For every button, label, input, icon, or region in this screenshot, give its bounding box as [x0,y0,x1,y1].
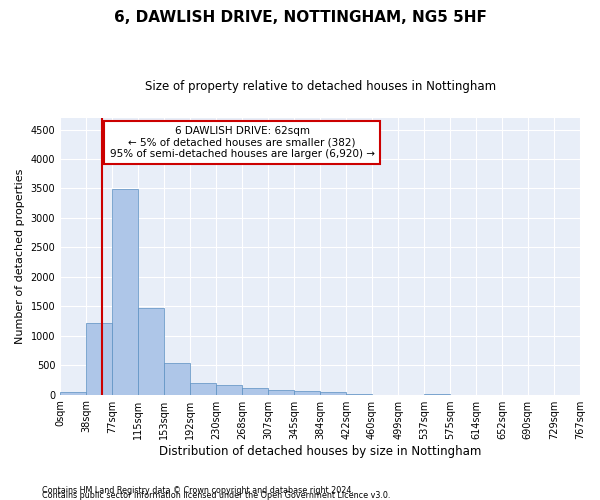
Y-axis label: Number of detached properties: Number of detached properties [15,168,25,344]
Bar [138,308,164,394]
Bar [112,189,138,394]
Bar [190,383,216,394]
Text: 6 DAWLISH DRIVE: 62sqm
← 5% of detached houses are smaller (382)
95% of semi-det: 6 DAWLISH DRIVE: 62sqm ← 5% of detached … [110,126,374,160]
Title: Size of property relative to detached houses in Nottingham: Size of property relative to detached ho… [145,80,496,93]
Bar [294,391,320,394]
Bar [60,392,86,394]
Bar [242,388,268,394]
Bar [216,385,242,394]
Bar [86,322,112,394]
Text: 6, DAWLISH DRIVE, NOTTINGHAM, NG5 5HF: 6, DAWLISH DRIVE, NOTTINGHAM, NG5 5HF [113,10,487,25]
Bar [320,392,346,394]
Bar [164,363,190,394]
X-axis label: Distribution of detached houses by size in Nottingham: Distribution of detached houses by size … [159,444,481,458]
Bar [268,390,294,394]
Text: Contains public sector information licensed under the Open Government Licence v3: Contains public sector information licen… [42,491,391,500]
Text: Contains HM Land Registry data © Crown copyright and database right 2024.: Contains HM Land Registry data © Crown c… [42,486,354,495]
